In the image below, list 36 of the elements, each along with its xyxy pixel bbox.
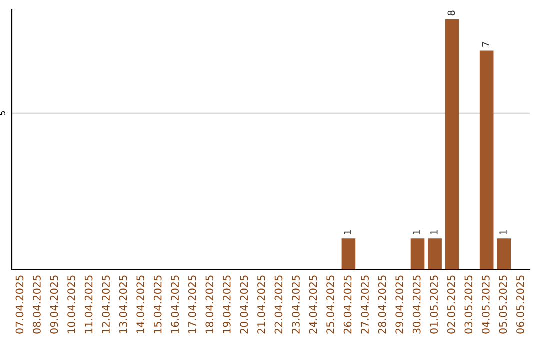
x-tick-label: 29.04.2025 [396, 276, 404, 334]
x-tick-label: 10.04.2025 [68, 276, 76, 334]
x-tick-label: 06.05.2025 [516, 276, 524, 334]
x-tick-label: 09.04.2025 [50, 276, 58, 334]
x-tick-label: 03.05.2025 [464, 276, 473, 334]
x-tick-label: 25.04.2025 [326, 276, 334, 334]
x-tick-label: 26.04.2025 [344, 276, 352, 334]
x-tick-label: 20.04.2025 [240, 276, 248, 334]
x-tick-label: 12.04.2025 [102, 276, 110, 334]
x-tick-label: 15.04.2025 [154, 276, 162, 334]
x-tick-label: 27.04.2025 [361, 276, 369, 334]
data-label: 1 [344, 230, 352, 235]
data-label: 7 [482, 42, 490, 47]
x-tick-label: 21.04.2025 [258, 276, 266, 334]
x-tick-label: 11.04.2025 [84, 276, 93, 334]
x-tick-label: 08.04.2025 [33, 276, 41, 334]
x-tick-label: 23.04.2025 [292, 276, 300, 334]
x-tick-label: 17.04.2025 [188, 276, 196, 334]
x-tick-label: 05.05.2025 [499, 276, 508, 334]
x-tick-label: 30.04.2025 [412, 276, 421, 334]
data-label: 1 [430, 230, 438, 235]
x-tick-label: 28.04.2025 [378, 276, 386, 334]
data-label: 1 [500, 230, 507, 235]
x-tick-label: 14.04.2025 [136, 276, 145, 334]
x-tick-label: 22.04.2025 [274, 276, 283, 334]
x-tick-label: 04.05.2025 [482, 276, 490, 334]
x-tick-label: 07.04.2025 [16, 276, 24, 334]
x-tick-label: 02.05.2025 [447, 276, 456, 334]
x-tick-label: 13.04.2025 [119, 276, 128, 334]
data-label: 1 [413, 230, 420, 235]
x-tick-label: 18.04.2025 [206, 276, 214, 334]
x-tick-label: 19.04.2025 [222, 276, 231, 334]
data-label: 8 [448, 10, 456, 16]
x-tick-label: 16.04.2025 [171, 276, 180, 334]
x-tick-label: 01.05.2025 [430, 276, 438, 334]
x-tick-label: 24.04.2025 [309, 276, 318, 334]
